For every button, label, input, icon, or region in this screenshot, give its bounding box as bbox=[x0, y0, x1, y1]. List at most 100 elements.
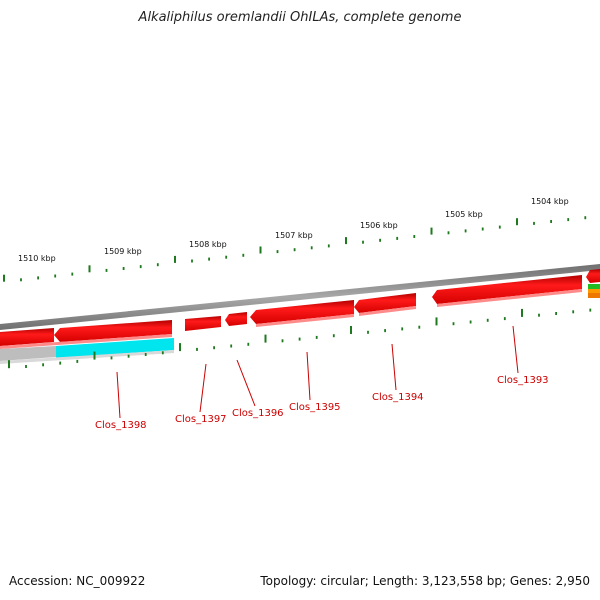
scale-tick-minor bbox=[105, 268, 108, 272]
scale-tick-minor bbox=[242, 253, 245, 257]
gene-shadow bbox=[437, 289, 582, 307]
map-title: Alkaliphilus oremlandii OhILAs, complete… bbox=[138, 10, 462, 25]
scale-tick-major bbox=[93, 351, 96, 360]
scale-tick-minor bbox=[71, 272, 74, 276]
scale-tick-minor bbox=[110, 356, 113, 360]
scale-tick-minor bbox=[127, 354, 130, 358]
scale-tick-minor bbox=[464, 229, 467, 233]
scale-tick-minor bbox=[567, 218, 570, 222]
scale-label-1508: 1508 kbp bbox=[189, 240, 227, 249]
scale-tick-minor bbox=[452, 322, 455, 326]
gene-shadow bbox=[256, 314, 354, 327]
gene-arrow[interactable] bbox=[0, 328, 54, 346]
scale-tick-minor bbox=[293, 248, 296, 252]
scale-tick-minor bbox=[327, 244, 330, 248]
scale-tick-minor bbox=[122, 267, 125, 270]
scale-tick-minor bbox=[538, 313, 540, 317]
gene-arrow-clos-1395[interactable] bbox=[250, 300, 354, 324]
scale-tick-major bbox=[88, 265, 91, 273]
scale-tick-minor bbox=[42, 363, 44, 367]
scale-label-1507: 1507 kbp bbox=[275, 231, 313, 240]
scale-tick-minor bbox=[156, 263, 159, 267]
scale-tick-minor bbox=[298, 337, 301, 341]
gene-arrow-clos-1398[interactable] bbox=[54, 320, 172, 342]
scale-tick-major bbox=[264, 334, 267, 343]
scale-tick-major bbox=[179, 343, 181, 352]
scale-tick-minor bbox=[144, 353, 147, 356]
scale-tick-minor bbox=[230, 344, 233, 348]
scale-tick-major bbox=[259, 246, 262, 254]
scale-tick-minor bbox=[584, 216, 587, 220]
scale-label-1506: 1506 kbp bbox=[360, 221, 398, 230]
scale-tick-minor bbox=[196, 347, 198, 351]
gene-label-clos-1396[interactable]: Clos_1396 bbox=[232, 408, 284, 419]
scale-tick-minor bbox=[247, 342, 250, 346]
scale-tick-minor bbox=[481, 227, 484, 231]
scale-label-1505: 1505 kbp bbox=[445, 210, 483, 219]
feature-gray-band bbox=[0, 346, 56, 361]
scale-tick-minor bbox=[208, 257, 210, 261]
scale-tick-major bbox=[521, 308, 523, 317]
scale-tick-major bbox=[516, 218, 518, 226]
gene-shadow bbox=[0, 334, 172, 349]
scale-tick-minor bbox=[413, 235, 416, 238]
scale-tick-minor bbox=[225, 255, 228, 259]
scale-tick-minor bbox=[362, 240, 364, 244]
scale-tick-major bbox=[174, 255, 176, 263]
scale-tick-minor bbox=[59, 361, 62, 365]
scale-tick-major bbox=[350, 326, 352, 334]
scale-tick-minor bbox=[276, 250, 279, 254]
scale-label-1509: 1509 kbp bbox=[104, 247, 142, 256]
gene-label-clos-1394[interactable]: Clos_1394 bbox=[372, 392, 424, 403]
scale-tick-minor bbox=[503, 317, 506, 321]
gene-label-clos-1397[interactable]: Clos_1397 bbox=[175, 414, 227, 425]
topology-info: Topology: circular; Length: 3,123,558 bp… bbox=[260, 574, 590, 588]
scale-tick-minor bbox=[589, 308, 592, 312]
scale-tick-minor bbox=[469, 320, 472, 324]
gene-arrow[interactable] bbox=[586, 269, 600, 283]
gene-arrow-clos-1394[interactable] bbox=[354, 293, 416, 313]
scale-tick-minor bbox=[161, 351, 164, 355]
scale-tick-ring-lower bbox=[8, 308, 592, 369]
forward-strand-genes bbox=[0, 269, 600, 349]
scale-tick-major bbox=[345, 237, 347, 245]
scale-tick-minor bbox=[310, 246, 313, 250]
scale-tick-major bbox=[8, 360, 10, 369]
scale-tick-minor bbox=[533, 221, 535, 225]
gene-label-clos-1393[interactable]: Clos_1393 bbox=[497, 375, 549, 386]
scale-label-1504: 1504 kbp bbox=[531, 197, 569, 206]
gene-arrow-clos-1397[interactable] bbox=[185, 316, 221, 331]
scale-tick-major bbox=[3, 274, 5, 282]
genome-backbone bbox=[0, 264, 600, 330]
scale-tick-minor bbox=[498, 225, 501, 229]
scale-tick-minor bbox=[54, 274, 57, 278]
gene-arrow-clos-1393[interactable] bbox=[432, 275, 582, 304]
scale-tick-minor bbox=[25, 365, 27, 368]
gene-arrow-clos-1396[interactable] bbox=[225, 312, 247, 326]
scale-tick-minor bbox=[379, 238, 381, 242]
scale-tick-minor bbox=[418, 325, 421, 329]
scale-tick-minor bbox=[76, 359, 79, 363]
scale-tick-minor bbox=[139, 265, 142, 269]
scale-tick-minor bbox=[332, 334, 335, 338]
scale-label-1510: 1510 kbp bbox=[18, 254, 56, 263]
feature-green-block[interactable] bbox=[588, 284, 600, 289]
feature-orange-block[interactable] bbox=[588, 289, 600, 293]
scale-tick-minor bbox=[213, 346, 215, 350]
scale-tick-minor bbox=[555, 312, 557, 315]
scale-tick-minor bbox=[37, 276, 39, 280]
feature-orange-block[interactable] bbox=[588, 293, 600, 298]
scale-tick-ring-upper bbox=[3, 216, 587, 282]
highlight-band-cyan[interactable] bbox=[56, 338, 174, 358]
scale-tick-minor bbox=[486, 318, 489, 322]
scale-tick-minor bbox=[384, 329, 386, 333]
scale-tick-minor bbox=[367, 330, 369, 334]
gene-label-clos-1398[interactable]: Clos_1398 bbox=[95, 420, 147, 431]
gene-label-clos-1395[interactable]: Clos_1395 bbox=[289, 402, 341, 413]
scale-tick-minor bbox=[315, 335, 318, 339]
gene-label-leaders bbox=[116, 325, 519, 419]
scale-tick-minor bbox=[447, 231, 450, 235]
scale-tick-minor bbox=[191, 259, 193, 263]
scale-tick-minor bbox=[401, 327, 404, 331]
